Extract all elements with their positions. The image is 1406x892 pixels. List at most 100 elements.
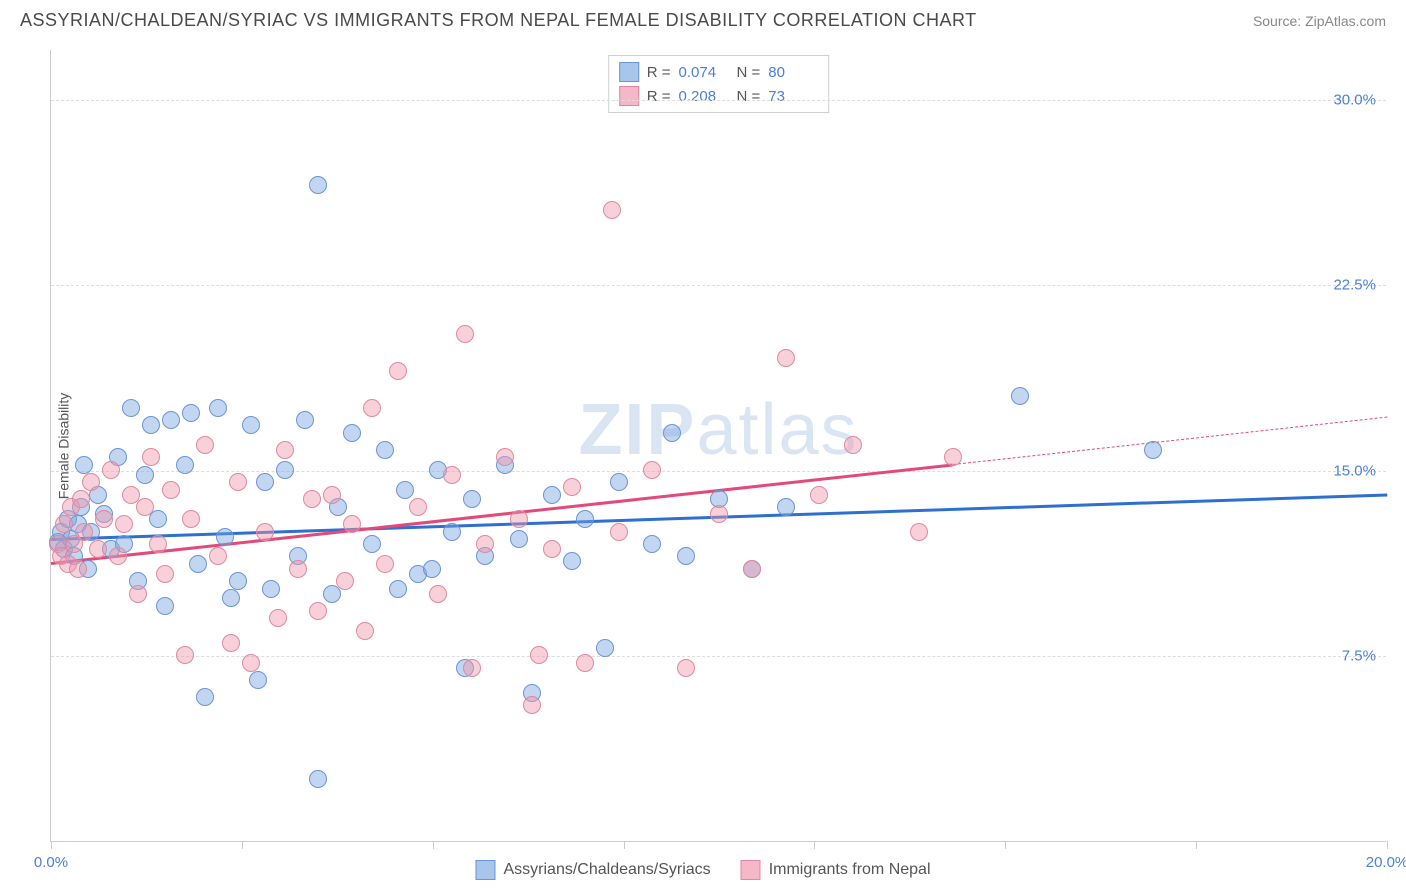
x-tick xyxy=(1196,841,1197,849)
source-label: Source: ZipAtlas.com xyxy=(1253,13,1386,29)
data-point xyxy=(463,490,481,508)
data-point xyxy=(409,498,427,516)
stats-row: R = 0.208 N = 73 xyxy=(619,84,819,108)
r-label: R = xyxy=(647,88,671,105)
data-point xyxy=(844,436,862,454)
data-point xyxy=(309,176,327,194)
data-point xyxy=(543,486,561,504)
legend-swatch xyxy=(475,860,495,880)
data-point xyxy=(156,597,174,615)
data-point xyxy=(389,580,407,598)
data-point xyxy=(643,535,661,553)
data-point xyxy=(176,646,194,664)
n-label: N = xyxy=(737,64,761,81)
data-point xyxy=(55,515,73,533)
data-point xyxy=(149,535,167,553)
data-point xyxy=(496,448,514,466)
data-point xyxy=(75,456,93,474)
data-point xyxy=(82,473,100,491)
data-point xyxy=(563,552,581,570)
data-point xyxy=(136,466,154,484)
data-point xyxy=(122,399,140,417)
data-point xyxy=(269,609,287,627)
n-value: 73 xyxy=(768,88,818,105)
data-point xyxy=(376,555,394,573)
data-point xyxy=(643,461,661,479)
data-point xyxy=(343,515,361,533)
legend-item: Assyrians/Chaldeans/Syriacs xyxy=(475,860,710,880)
data-point xyxy=(115,515,133,533)
data-point xyxy=(429,585,447,603)
gridline xyxy=(51,100,1386,101)
data-point xyxy=(216,528,234,546)
data-point xyxy=(376,441,394,459)
data-point xyxy=(222,589,240,607)
stats-row: R =0.074N =80 xyxy=(619,60,819,84)
legend-swatch xyxy=(619,86,639,106)
data-point xyxy=(443,466,461,484)
data-point xyxy=(242,416,260,434)
data-point xyxy=(610,473,628,491)
data-point xyxy=(276,461,294,479)
n-label: N = xyxy=(737,88,761,105)
data-point xyxy=(677,547,695,565)
legend-swatch xyxy=(741,860,761,880)
data-point xyxy=(229,572,247,590)
data-point xyxy=(576,510,594,528)
data-point xyxy=(89,540,107,558)
data-point xyxy=(710,505,728,523)
data-point xyxy=(1144,441,1162,459)
data-point xyxy=(256,473,274,491)
data-point xyxy=(249,671,267,689)
data-point xyxy=(389,362,407,380)
data-point xyxy=(777,349,795,367)
data-point xyxy=(1011,387,1029,405)
data-point xyxy=(303,490,321,508)
legend-label: Immigrants from Nepal xyxy=(769,861,931,879)
data-point xyxy=(72,490,90,508)
data-point xyxy=(456,325,474,343)
data-point xyxy=(576,654,594,672)
data-point xyxy=(142,416,160,434)
y-tick-label: 7.5% xyxy=(1342,648,1376,665)
data-point xyxy=(162,411,180,429)
y-tick-label: 30.0% xyxy=(1333,91,1376,108)
x-tick xyxy=(1387,841,1388,849)
legend-label: Assyrians/Chaldeans/Syriacs xyxy=(503,861,710,879)
data-point xyxy=(777,498,795,516)
data-point xyxy=(196,688,214,706)
data-point xyxy=(129,585,147,603)
data-point xyxy=(182,510,200,528)
data-point xyxy=(530,646,548,664)
data-point xyxy=(75,523,93,541)
data-point xyxy=(189,555,207,573)
chart-title: ASSYRIAN/CHALDEAN/SYRIAC VS IMMIGRANTS F… xyxy=(20,10,977,31)
watermark: ZIPatlas xyxy=(578,389,858,471)
data-point xyxy=(296,411,314,429)
r-value: 0.208 xyxy=(679,88,729,105)
gridline xyxy=(51,471,1386,472)
data-point xyxy=(209,547,227,565)
data-point xyxy=(543,540,561,558)
data-point xyxy=(276,441,294,459)
data-point xyxy=(610,523,628,541)
stats-legend: R =0.074N =80 R = 0.208 N = 73 xyxy=(608,55,830,113)
data-point xyxy=(289,560,307,578)
data-point xyxy=(510,530,528,548)
x-tick-label: 20.0% xyxy=(1366,854,1406,871)
data-point xyxy=(196,436,214,454)
data-point xyxy=(810,486,828,504)
data-point xyxy=(910,523,928,541)
data-point xyxy=(476,535,494,553)
data-point xyxy=(182,404,200,422)
x-tick xyxy=(624,841,625,849)
data-point xyxy=(69,560,87,578)
x-tick xyxy=(433,841,434,849)
data-point xyxy=(149,510,167,528)
x-tick xyxy=(1005,841,1006,849)
data-point xyxy=(677,659,695,677)
data-point xyxy=(363,535,381,553)
data-point xyxy=(603,201,621,219)
data-point xyxy=(209,399,227,417)
data-point xyxy=(256,523,274,541)
